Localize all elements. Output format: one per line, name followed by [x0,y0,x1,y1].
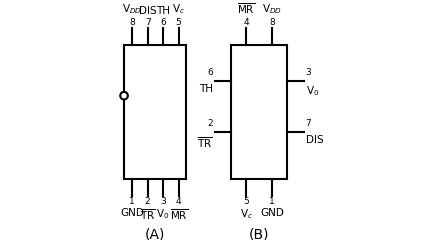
Text: 7: 7 [305,119,311,128]
Text: DIS: DIS [305,135,323,145]
Text: 7: 7 [145,18,151,27]
Text: 6: 6 [208,68,214,77]
Text: (B): (B) [249,228,269,240]
Text: 2: 2 [145,197,151,206]
Text: V$_c$: V$_c$ [172,2,185,16]
Text: V$_0$: V$_0$ [157,208,170,221]
Text: 1: 1 [129,197,135,206]
Text: V$_0$: V$_0$ [305,84,319,98]
Text: 2: 2 [208,119,214,128]
Text: TH: TH [199,84,213,94]
Text: 5: 5 [176,18,181,27]
Text: 6: 6 [160,18,166,27]
Text: $\overline{\mathrm{MR}}$: $\overline{\mathrm{MR}}$ [237,1,255,16]
Text: 1: 1 [269,197,275,206]
Text: 5: 5 [244,197,249,206]
Text: $\overline{\mathrm{TR}}$: $\overline{\mathrm{TR}}$ [197,135,213,150]
Text: V$_{DD}$: V$_{DD}$ [122,2,142,16]
Text: GND: GND [120,208,144,217]
Text: 4: 4 [176,197,181,206]
Text: (A): (A) [145,228,165,240]
Text: V$_c$: V$_c$ [240,208,253,221]
Text: TH: TH [156,6,170,16]
Text: V$_{DD}$: V$_{DD}$ [262,2,282,16]
Text: GND: GND [260,208,284,217]
Bar [124,45,186,179]
Text: 3: 3 [160,197,166,206]
Circle shape [120,92,128,99]
Bar [231,45,287,179]
Text: 4: 4 [244,18,249,27]
Text: DIS: DIS [139,6,157,16]
Text: 8: 8 [269,18,275,27]
Text: $\overline{\mathrm{TR}}$: $\overline{\mathrm{TR}}$ [140,208,155,222]
Text: $\overline{\mathrm{MR}}$: $\overline{\mathrm{MR}}$ [169,208,188,222]
Text: 3: 3 [305,68,311,77]
Text: 8: 8 [129,18,135,27]
